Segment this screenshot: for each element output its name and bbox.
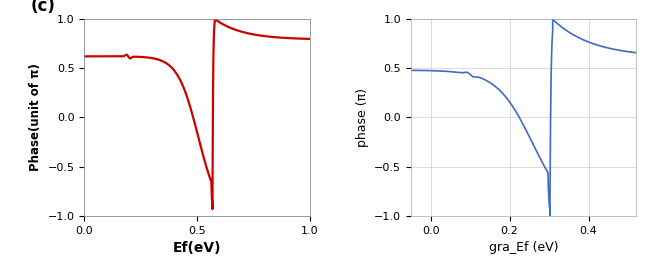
Y-axis label: Phase(unit of π): Phase(unit of π) <box>29 63 42 171</box>
Text: (c): (c) <box>31 0 55 15</box>
Y-axis label: phase (π): phase (π) <box>356 88 369 147</box>
X-axis label: Ef(eV): Ef(eV) <box>173 241 221 255</box>
X-axis label: gra_Ef (eV): gra_Ef (eV) <box>489 241 558 254</box>
